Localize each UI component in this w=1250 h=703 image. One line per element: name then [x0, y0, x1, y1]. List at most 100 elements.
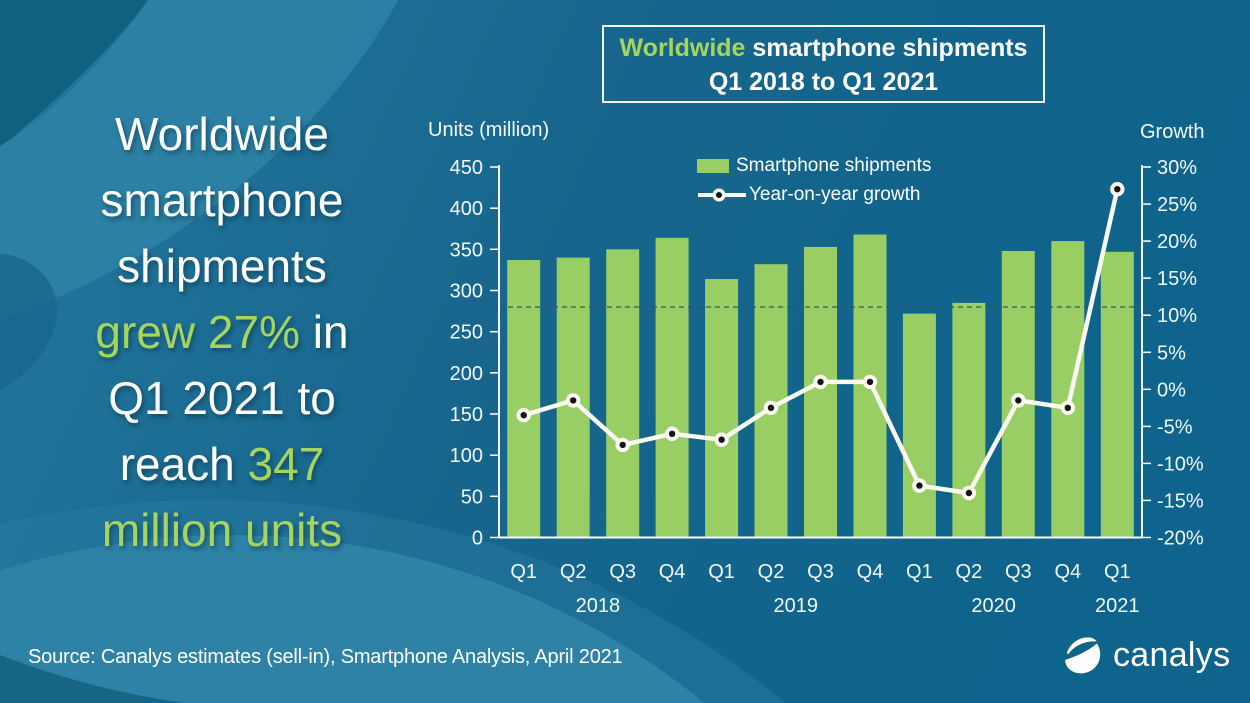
right-axis-label: -20%	[1157, 528, 1204, 550]
right-axis-label: 25%	[1157, 194, 1197, 216]
headline-segment: in	[299, 306, 349, 358]
growth-marker-dot-Q3 2018	[619, 441, 626, 449]
left-axis-label: 50	[461, 486, 483, 508]
left-axis-label: 250	[450, 322, 483, 344]
x-axis-label-Q1 2019: Q1	[708, 561, 735, 583]
source-note: Source: Canalys estimates (sell-in), Sma…	[28, 646, 623, 668]
canalys-logo-text: canalys	[1113, 635, 1231, 674]
x-axis-label-Q1 2018: Q1	[510, 561, 537, 583]
headline-segment: 347	[247, 438, 325, 490]
headline-segment: Worldwide	[115, 108, 329, 160]
headline-line: smartphone	[22, 167, 422, 233]
headline-segment: million units	[101, 504, 343, 556]
left-axis-label: 350	[450, 239, 483, 261]
right-axis-label: 0%	[1157, 379, 1186, 401]
x-axis-label-Q1 2020: Q1	[906, 561, 933, 583]
x-axis-label-Q1 2021: Q1	[1104, 561, 1131, 583]
canalys-logo: canalys	[1060, 633, 1230, 677]
right-axis-label: -5%	[1157, 416, 1193, 438]
canalys-logo-icon	[1065, 637, 1101, 674]
headline-line: Worldwide	[22, 101, 422, 167]
left-dark-arc	[0, 254, 58, 390]
right-axis-label: 10%	[1157, 305, 1197, 327]
growth-marker-dot-Q3 2019	[817, 378, 824, 386]
chart-legend: Smartphone shipments Year-on-year growth	[697, 151, 931, 209]
chart-title-accent: Worldwide	[619, 34, 746, 62]
x-axis-label-Q3 2019: Q3	[807, 561, 834, 583]
left-axis-label: 200	[450, 363, 483, 385]
growth-marker-dot-Q4 2020	[1064, 404, 1072, 411]
x-axis-label-Q2 2020: Q2	[956, 561, 983, 583]
shipments-bar-Q2 2020	[952, 302, 986, 538]
left-axis-title: Units (million)	[428, 119, 550, 141]
growth-marker-dot-Q2 2019	[767, 404, 775, 411]
shipments-bar-Q3 2019	[804, 246, 837, 538]
x-axis-label-Q2 2018: Q2	[560, 561, 587, 583]
year-label-2021: 2021	[1095, 595, 1140, 617]
chart-title-box: Worldwide smartphone shipments Q1 2018 t…	[602, 25, 1045, 103]
x-axis-label-Q4 2018: Q4	[659, 561, 686, 583]
left-axis-label: 450	[450, 157, 483, 179]
shipments-bar-Q4 2018	[655, 237, 689, 538]
x-axis-label-Q4 2019: Q4	[857, 561, 884, 583]
growth-marker-dot-Q4 2018	[668, 430, 676, 437]
headline-line: grew 27% in	[22, 299, 422, 365]
line-series-marker-icon	[698, 188, 746, 201]
shipments-bar-Q3 2018	[606, 249, 640, 538]
left-axis-label: 100	[450, 445, 483, 467]
right-axis-label: 15%	[1157, 268, 1197, 290]
headline-segment: shipments	[117, 240, 327, 292]
bottom-corner-dark-arc	[0, 655, 185, 703]
right-axis-label: 5%	[1157, 342, 1186, 364]
headline-line: million units	[22, 497, 422, 563]
headline-segment: reach	[119, 438, 248, 490]
headline-line: reach 347	[22, 431, 422, 497]
left-axis-label: 150	[450, 404, 483, 426]
right-axis-label: -10%	[1157, 453, 1204, 475]
headline-segment: grew 27%	[95, 306, 300, 358]
chart-title-line1: Worldwide smartphone shipments	[604, 31, 1043, 65]
shipments-bar-Q4 2020	[1051, 241, 1085, 538]
growth-marker-dot-Q2 2018	[570, 397, 577, 404]
left-axis-label: 0	[472, 528, 483, 550]
chart-title-line2: Q1 2018 to Q1 2021	[708, 68, 939, 96]
chart-title-rest: smartphone shipments	[745, 34, 1028, 62]
left-axis-label: 300	[450, 281, 483, 303]
top-left-light-swoosh	[0, 0, 398, 320]
legend-item-shipments: Smartphone shipments	[697, 151, 931, 180]
year-label-2020: 2020	[971, 595, 1016, 617]
left-axis-label: 400	[450, 198, 483, 220]
x-axis-label-Q4 2020: Q4	[1054, 561, 1081, 583]
headline-line: Q1 2021 to	[22, 365, 422, 431]
headline-line: shipments	[22, 233, 422, 299]
corner-dark-wedge	[0, 0, 150, 148]
growth-marker-dot-Q2 2020	[965, 489, 973, 497]
growth-marker-dot-Q1 2019	[718, 436, 725, 443]
x-axis-label-Q3 2020: Q3	[1005, 561, 1032, 583]
growth-marker-dot-Q1 2020	[916, 482, 923, 489]
right-axis-title: Growth	[1140, 121, 1205, 143]
bar-series-swatch	[697, 158, 729, 173]
x-axis-label-Q2 2019: Q2	[758, 561, 785, 583]
legend-label-growth: Year-on-year growth	[749, 183, 921, 205]
headline-segment: Q1 2021 to	[108, 372, 336, 424]
bottom-left-light-circle	[0, 535, 705, 703]
x-axis-label-Q3 2018: Q3	[609, 561, 636, 583]
legend-item-growth: Year-on-year growth	[697, 180, 931, 209]
headline-segment: smartphone	[100, 174, 344, 226]
growth-marker-dot-Q4 2019	[866, 378, 874, 386]
growth-marker-dot-Q1 2018	[520, 412, 527, 419]
right-axis-label: 30%	[1157, 157, 1197, 179]
right-axis-label: -15%	[1157, 490, 1204, 512]
legend-label-shipments: Smartphone shipments	[736, 154, 932, 176]
growth-marker-dot-Q3 2020	[1015, 397, 1022, 404]
shipments-bar-Q1 2018	[507, 260, 541, 538]
year-label-2019: 2019	[774, 595, 819, 617]
shipments-bar-Q1 2020	[902, 313, 936, 538]
headline: Worldwide smartphone shipments grew 27% in Q…	[22, 101, 422, 563]
shipments-bar-Q1 2019	[705, 279, 739, 538]
shipments-bar-Q1 2021	[1100, 251, 1134, 538]
